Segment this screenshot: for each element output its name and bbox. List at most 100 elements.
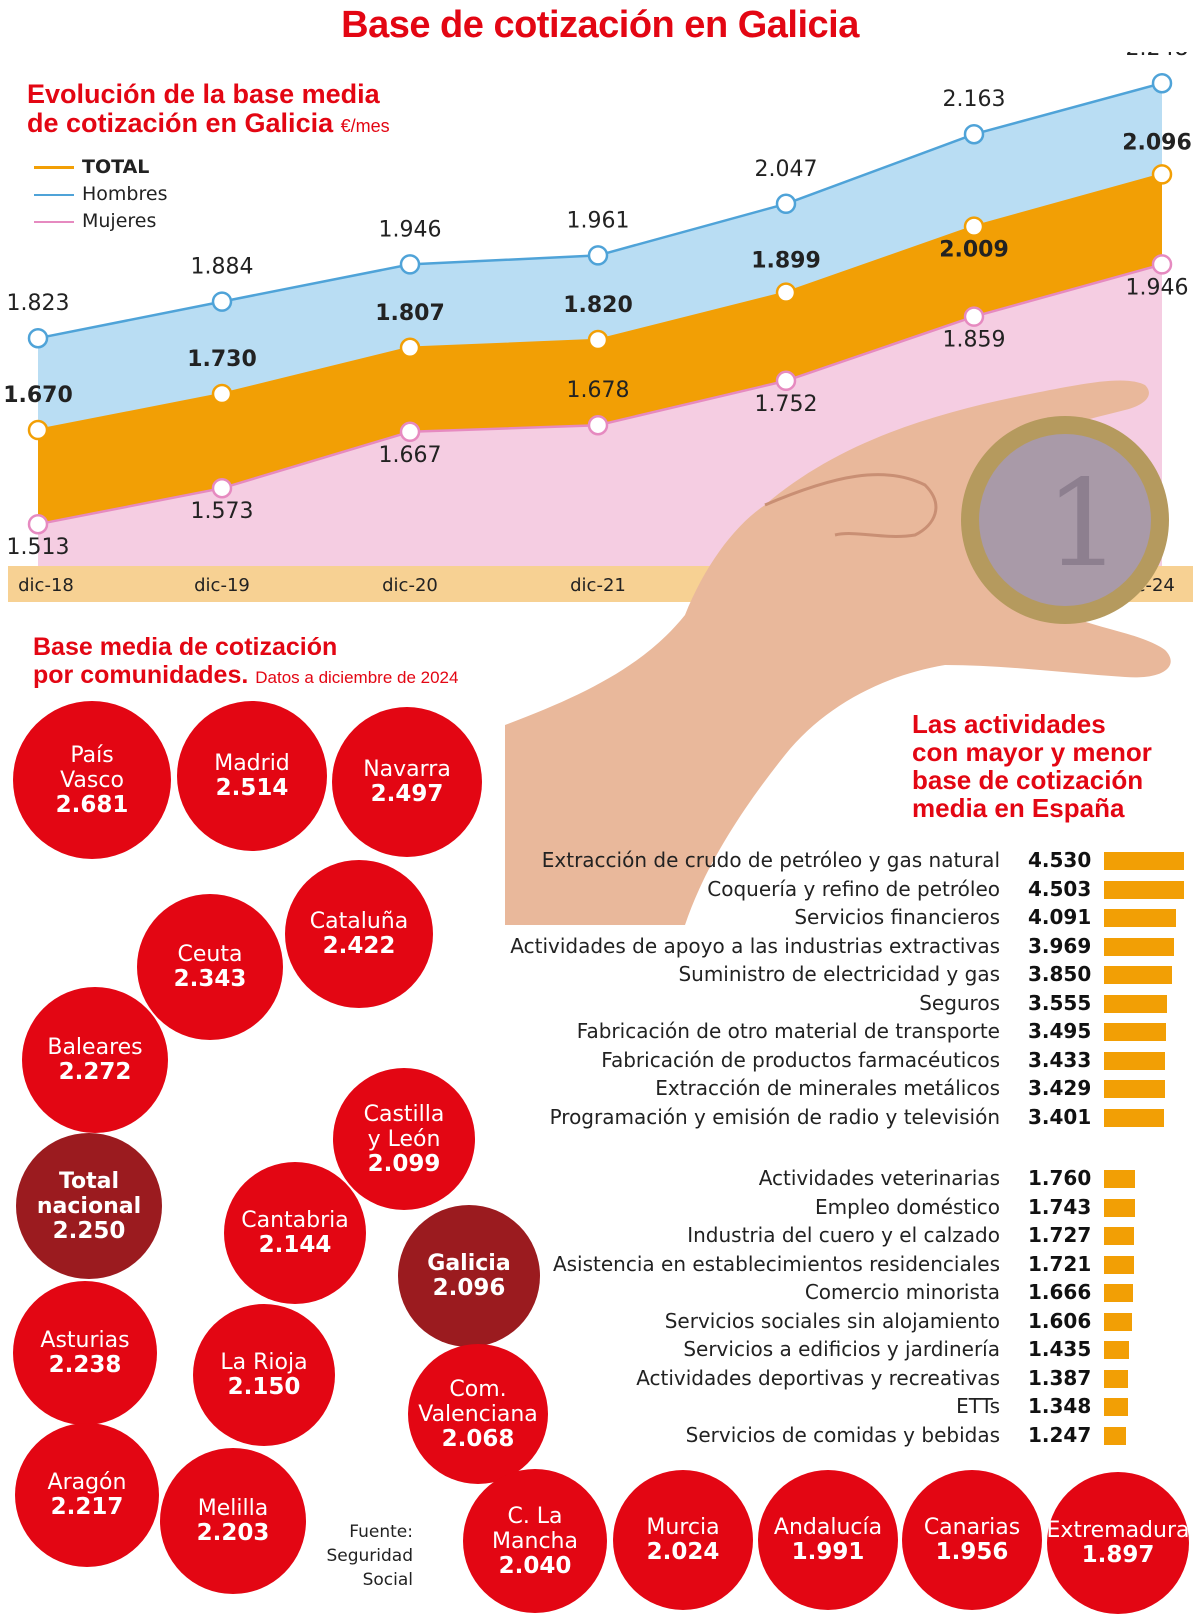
- activity-row: Extracción de crudo de petróleo y gas na…: [0, 846, 1200, 874]
- activity-value: 3.555: [1028, 990, 1092, 1015]
- activity-bar: [1104, 1108, 1164, 1127]
- activity-bar: [1104, 1426, 1126, 1445]
- activity-value: 1.666: [1028, 1280, 1092, 1304]
- activity-bar: [1104, 909, 1176, 927]
- x-tick-label: dic-20: [382, 575, 438, 596]
- source-note: Fuente: Seguridad Social: [326, 1522, 413, 1590]
- region-bubble: Cataluña 2.422: [285, 860, 433, 1008]
- value-label-men: 2.163: [943, 87, 1006, 112]
- activity-row: Actividades veterinarias 1.760: [0, 1164, 1200, 1192]
- activity-label: Programación y emisión de radio y televi…: [549, 1104, 1000, 1129]
- region-bubble-total-nacional: Total nacional 2.250: [16, 1133, 162, 1279]
- activity-bar: [1104, 852, 1184, 870]
- region-bubble: Asturias 2.238: [13, 1281, 157, 1425]
- activity-label: Coquería y refino de petróleo: [707, 876, 1000, 901]
- region-bubble: Murcia 2.024: [613, 1470, 753, 1610]
- region-bubble: Com. Valenciana 2.068: [408, 1344, 548, 1484]
- value-label-total: 1.899: [751, 249, 821, 274]
- legend-item-men: Hombres: [34, 181, 167, 208]
- value-label-total: 2.096: [1122, 130, 1192, 155]
- activity-row: Fabricación de otro material de transpor…: [0, 1017, 1200, 1045]
- activity-bar: [1104, 1023, 1166, 1041]
- point-women: [211, 477, 233, 499]
- point-total: [1151, 164, 1173, 185]
- value-label-total: 1.807: [375, 301, 445, 326]
- activity-bar: [1104, 1051, 1165, 1070]
- activity-value: 1.727: [1028, 1223, 1092, 1247]
- activity-label: Servicios sociales sin alojamiento: [664, 1308, 1000, 1333]
- point-men: [27, 327, 49, 349]
- svg-text:1: 1: [1045, 455, 1121, 594]
- activity-bar: [1104, 880, 1184, 899]
- activity-bar: [1104, 966, 1172, 984]
- activity-value: 3.429: [1028, 1076, 1092, 1100]
- activity-bar: [1104, 1255, 1134, 1274]
- region-bubble: Madrid 2.514: [177, 701, 327, 851]
- point-men: [587, 245, 609, 266]
- value-label-total: 1.820: [563, 293, 633, 318]
- activity-row: Servicios sociales sin alojamiento 1.606: [0, 1307, 1200, 1335]
- activity-label: Asistencia en establecimientos residenci…: [552, 1251, 1000, 1276]
- activity-value: 1.606: [1028, 1308, 1092, 1333]
- point-total: [399, 337, 421, 359]
- activity-label: Fabricación de productos farmacéuticos: [601, 1047, 1000, 1072]
- point-women: [587, 414, 609, 436]
- region-bubble: Cantabria 2.144: [224, 1162, 366, 1304]
- value-label-men: 1.823: [7, 291, 70, 316]
- activity-row: Programación y emisión de radio y televi…: [0, 1103, 1200, 1131]
- activity-bar: [1104, 1227, 1134, 1245]
- region-bubble: C. La Mancha 2.040: [463, 1469, 607, 1613]
- activity-value: 3.433: [1028, 1047, 1092, 1072]
- activity-row: Actividades deportivas y recreativas 1.38…: [0, 1364, 1200, 1392]
- activity-label: ETTs: [956, 1394, 1000, 1418]
- value-label-men: 1.961: [567, 208, 630, 233]
- legend-item-women: Mujeres: [34, 208, 167, 235]
- value-label-men: 1.884: [191, 255, 254, 280]
- activity-label: Industria del cuero y el calzado: [687, 1223, 1000, 1247]
- activity-label: Comercio minorista: [804, 1280, 1000, 1304]
- value-label-women: 1.859: [943, 328, 1006, 353]
- value-label-women: 1.946: [1126, 275, 1189, 300]
- activity-value: 4.091: [1028, 905, 1092, 929]
- activity-label: Servicios de comidas y bebidas: [685, 1422, 1000, 1447]
- activity-row: Servicios de comidas y bebidas 1.247: [0, 1421, 1200, 1449]
- activity-row: Coquería y refino de petróleo 4.503: [0, 875, 1200, 903]
- region-bubble: Extremadura 1.897: [1047, 1472, 1190, 1614]
- value-label-women: 1.513: [7, 535, 70, 560]
- activity-value: 1.743: [1028, 1194, 1092, 1219]
- legend-item-total: TOTAL: [34, 154, 167, 181]
- point-women: [399, 421, 421, 443]
- activity-row: Servicios a edificios y jardinería 1.435: [0, 1335, 1200, 1363]
- region-bubble: Baleares 2.272: [22, 987, 168, 1133]
- activity-row: ETTs 1.348: [0, 1392, 1200, 1420]
- region-bubble: País Vasco 2.681: [13, 701, 171, 859]
- regions-date-note: Datos a diciembre de 2024: [255, 668, 459, 687]
- activity-value: 1.721: [1028, 1251, 1092, 1276]
- activity-label: Extracción de crudo de petróleo y gas na…: [541, 848, 1000, 872]
- point-men: [963, 123, 985, 145]
- point-total: [775, 282, 797, 303]
- activity-bar: [1104, 1170, 1135, 1188]
- hand-with-coin-illustration: 1: [505, 380, 1171, 925]
- value-label-women: 1.573: [191, 499, 254, 524]
- region-bubble-galicia: Galicia 2.096: [398, 1205, 540, 1347]
- activity-label: Actividades deportivas y recreativas: [636, 1365, 1000, 1390]
- chart-legend: TOTAL Hombres Mujeres: [34, 154, 167, 235]
- main-title: Base de cotización en Galicia: [341, 4, 859, 46]
- activity-value: 4.503: [1028, 876, 1092, 901]
- activity-value: 1.387: [1028, 1365, 1092, 1390]
- value-label-men: 1.946: [379, 217, 442, 242]
- point-total: [27, 419, 49, 441]
- value-label-women: 1.667: [379, 443, 442, 468]
- activity-row: Industria del cuero y el calzado 1.727: [0, 1221, 1200, 1249]
- region-bubble: Andalucía 1.991: [758, 1470, 898, 1610]
- point-men: [775, 193, 797, 215]
- activity-bar: [1104, 1369, 1128, 1388]
- activity-bar: [1104, 1341, 1129, 1359]
- point-men: [399, 254, 421, 275]
- activity-value: 3.495: [1028, 1019, 1092, 1043]
- x-tick-label: dic-18: [18, 575, 74, 596]
- region-bubble: Ceuta 2.343: [137, 894, 283, 1040]
- activity-label: Fabricación de otro material de transpor…: [576, 1019, 1000, 1043]
- value-label-men: 2.248: [1126, 52, 1189, 61]
